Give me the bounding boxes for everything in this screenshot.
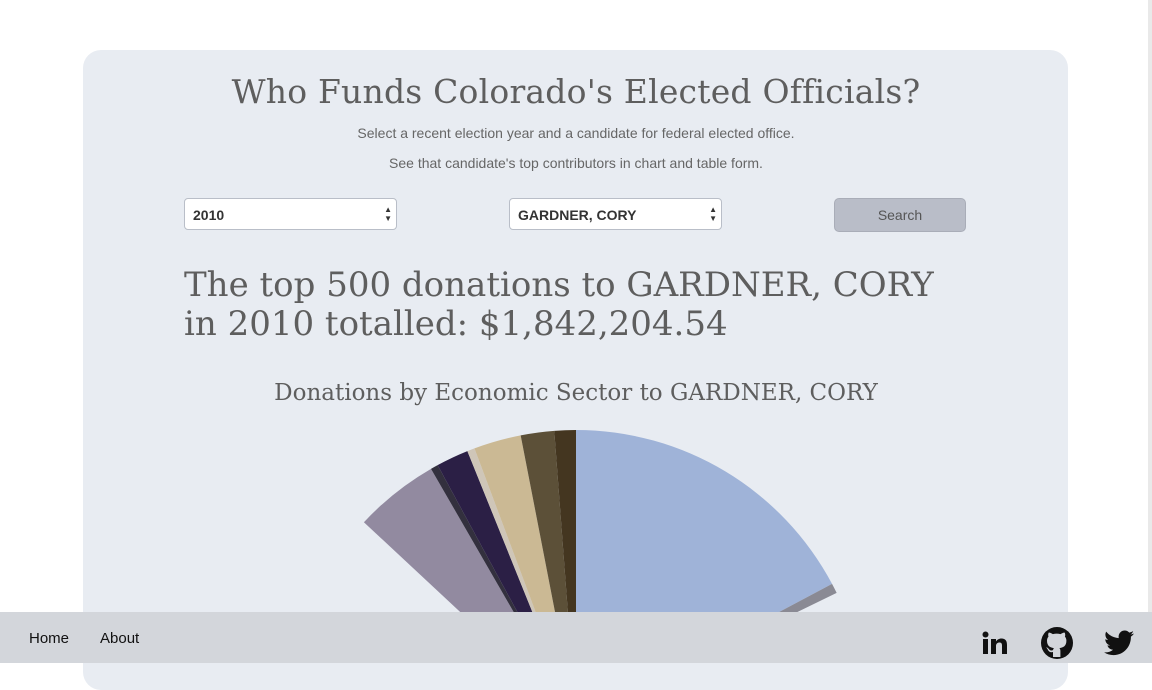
chart-title: Donations by Economic Sector to GARDNER,… [274, 380, 878, 406]
donut-slice[interactable] [363, 468, 531, 659]
donut-slice[interactable] [520, 430, 570, 632]
page-title: Who Funds Colorado's Elected Officials? [231, 72, 921, 111]
candidate-select-value: GARDNER, CORY [518, 207, 637, 223]
donut-slice[interactable] [437, 451, 543, 641]
nav-home-link[interactable]: Home [29, 630, 70, 647]
year-select-value: 2010 [193, 207, 225, 223]
search-button[interactable]: Search [834, 198, 966, 232]
candidate-select[interactable]: GARDNER, CORY ▲ ▼ [509, 198, 722, 230]
donut-slice[interactable] [467, 448, 545, 637]
donut-slice[interactable] [431, 465, 534, 643]
linkedin-icon[interactable] [978, 626, 1012, 660]
total-headline: The top 500 donations to GARDNER, CORY i… [184, 265, 934, 344]
twitter-icon[interactable] [1102, 626, 1136, 660]
sector-donut-chart [363, 430, 837, 663]
donut-slice[interactable] [554, 430, 576, 631]
subtitle-instructions: Select a recent election year and a cand… [357, 125, 795, 141]
select-arrows-icon: ▲ ▼ [709, 205, 717, 223]
select-arrows-icon: ▲ ▼ [384, 205, 392, 223]
github-icon[interactable] [1040, 626, 1074, 660]
scrollbar[interactable] [1148, 0, 1152, 612]
nav-about-link[interactable]: About [100, 630, 140, 647]
donut-slice[interactable] [576, 430, 833, 663]
footer-bar: Home About [0, 612, 1152, 663]
year-select[interactable]: 2010 ▲ ▼ [184, 198, 397, 230]
donut-slice[interactable] [474, 435, 559, 636]
subtitle-description: See that candidate's top contributors in… [389, 155, 763, 171]
